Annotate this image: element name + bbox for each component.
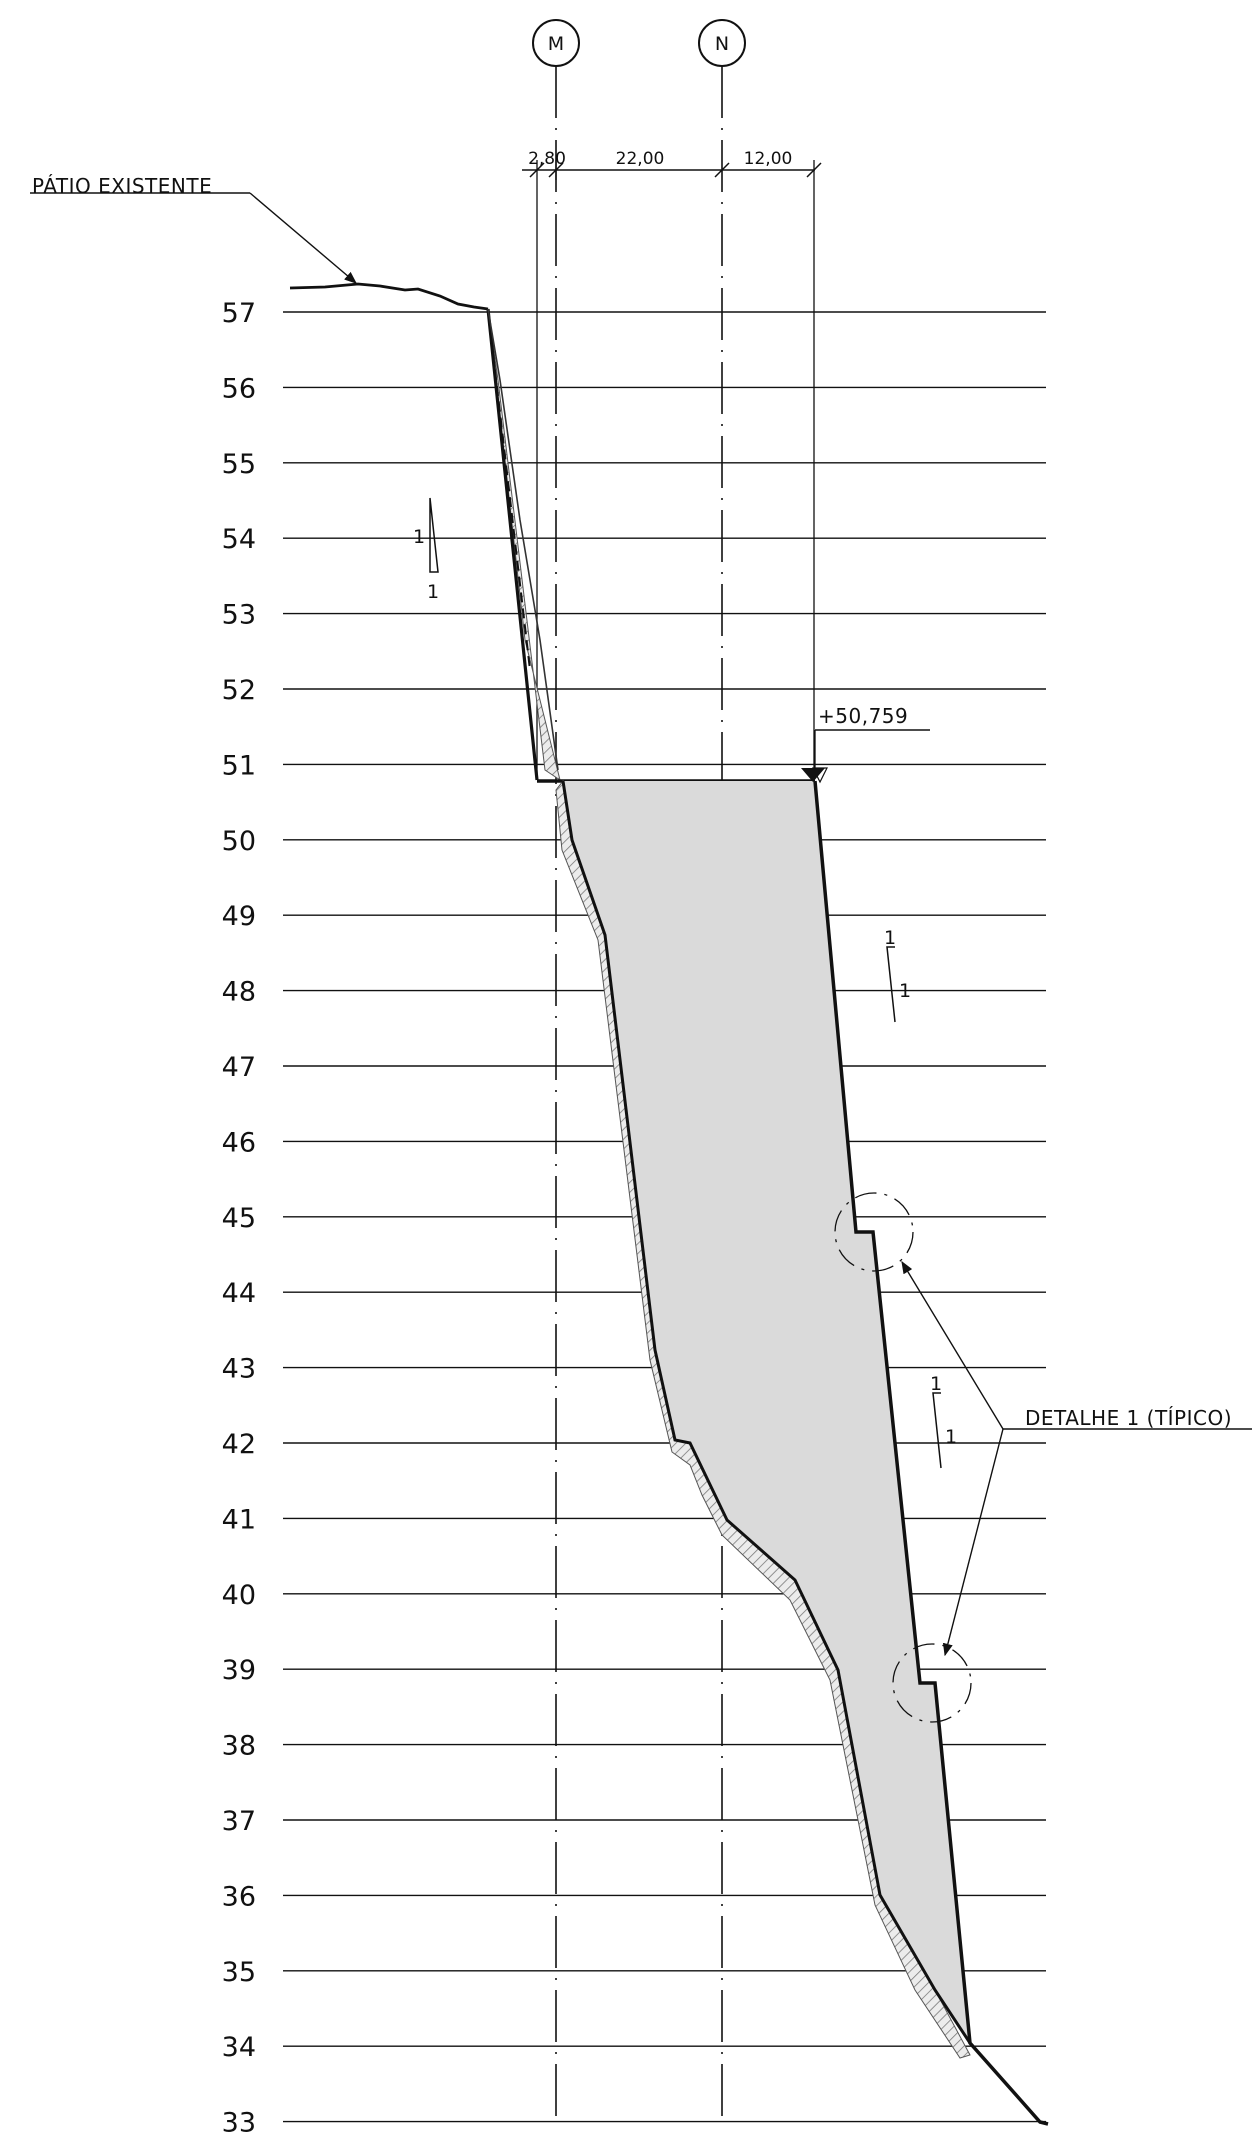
detail-label: DETALHE 1 (TÍPICO) — [1025, 1406, 1232, 1430]
patio-note: PÁTIO EXISTENTE — [30, 174, 357, 284]
axis-m: M — [532, 19, 580, 2125]
svg-text:1: 1 — [413, 526, 425, 548]
slope-indicator-3: 1 1 — [930, 1373, 957, 1469]
level-grid: 57 56 55 54 53 52 51 50 49 48 47 46 45 44 43 42 41 40 39 38… — [222, 298, 1046, 2132]
cut-hatch-upper — [487, 308, 561, 782]
svg-text:1: 1 — [427, 581, 439, 603]
level-label-49: 49 — [222, 901, 256, 932]
dimension-22-00: 22,00 — [616, 149, 665, 169]
level-label-41: 41 — [222, 1504, 256, 1535]
detail-circle-upper — [834, 1192, 914, 1272]
level-label-37: 37 — [222, 1806, 256, 1837]
axis-m-label: M — [548, 33, 564, 55]
level-label-35: 35 — [222, 1957, 256, 1988]
level-label-39: 39 — [222, 1655, 256, 1686]
level-label-33: 33 — [222, 2108, 256, 2132]
detail-circle-lower — [892, 1643, 972, 1723]
slope-indicator-2: 1 1 — [884, 927, 911, 1023]
level-label-56: 56 — [222, 373, 256, 404]
svg-text:1: 1 — [930, 1373, 942, 1395]
level-label-38: 38 — [222, 1731, 256, 1762]
level-label-55: 55 — [222, 449, 256, 480]
level-label-53: 53 — [222, 600, 256, 631]
dimension-12-00: 12,00 — [744, 149, 793, 169]
existing-terrain — [289, 282, 489, 311]
svg-text:1: 1 — [899, 980, 911, 1002]
level-label-47: 47 — [222, 1052, 256, 1083]
level-label-44: 44 — [222, 1278, 256, 1309]
level-label-54: 54 — [222, 524, 256, 555]
axis-n-label: N — [715, 33, 729, 55]
svg-text:1: 1 — [945, 1426, 957, 1448]
level-label-45: 45 — [222, 1203, 256, 1234]
fill-lower-boundary — [561, 780, 972, 2044]
elevation-triangle — [801, 768, 825, 782]
dimension-2-80: 2,80 — [528, 149, 566, 169]
axis-n: N — [698, 19, 746, 2125]
level-label-42: 42 — [222, 1429, 256, 1460]
detail-note: DETALHE 1 (TÍPICO) — [901, 1260, 1252, 1657]
patio-label: PÁTIO EXISTENTE — [32, 174, 212, 198]
level-label-40: 40 — [222, 1580, 256, 1611]
level-label-50: 50 — [222, 826, 256, 857]
upper-slope-dashed — [494, 369, 531, 671]
level-label-34: 34 — [222, 2032, 256, 2063]
level-label-51: 51 — [222, 750, 256, 781]
fill-right-slope — [813, 780, 1049, 2126]
fill-body — [563, 781, 970, 2043]
level-label-36: 36 — [222, 1881, 256, 1912]
upper-slope-existing — [487, 308, 559, 771]
dimension-chain: 2,80 22,00 12,00 — [522, 149, 822, 780]
slope-indicator-1: 1 1 — [413, 497, 439, 603]
level-label-43: 43 — [222, 1354, 256, 1385]
level-label-46: 46 — [222, 1127, 256, 1158]
level-label-48: 48 — [222, 977, 256, 1008]
svg-text:1: 1 — [884, 927, 896, 949]
elevation-marker: +50,759 — [801, 704, 930, 784]
level-label-57: 57 — [222, 298, 256, 329]
level-label-52: 52 — [222, 675, 256, 706]
elevation-label: +50,759 — [818, 704, 908, 728]
